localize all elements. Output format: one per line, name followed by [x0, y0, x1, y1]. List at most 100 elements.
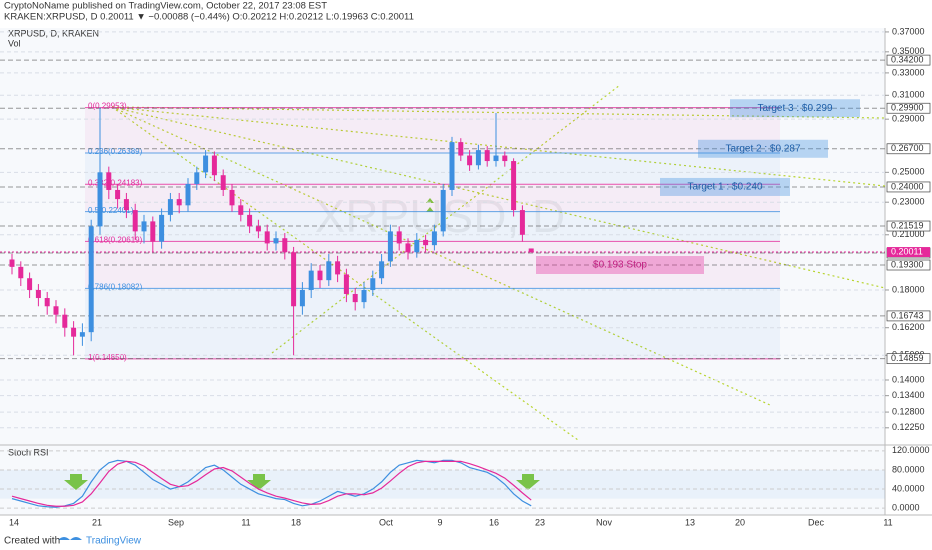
fib-zone [85, 107, 780, 153]
price-tag [886, 310, 931, 322]
target-label: $0.193 Stop [593, 260, 647, 271]
trend-line [271, 84, 621, 354]
candle-body [9, 259, 15, 267]
brand-logo [58, 537, 82, 540]
candle-body [79, 332, 85, 337]
candle-body [493, 155, 499, 162]
candle-body [27, 278, 33, 290]
x-tick-label: 23 [535, 517, 545, 527]
candle-body [308, 270, 314, 290]
candle-body [35, 289, 41, 299]
fib-label: 0(0.29953) [88, 102, 127, 111]
candle-body [44, 298, 50, 307]
y-tick-label: 40.0000 [892, 483, 925, 493]
x-tick-label: Sep [168, 517, 184, 527]
candle-body [467, 155, 473, 166]
price-tag [886, 102, 931, 114]
candle-body [18, 266, 24, 279]
fib-label: 0.236(0.26389) [88, 147, 143, 156]
price-tag-label: 0.21519 [891, 220, 924, 230]
price-tag [886, 181, 931, 193]
y-tick-label: 0.35000 [892, 46, 925, 56]
y-tick-label: 0.18000 [892, 284, 925, 294]
fib-label: 1(0.14850) [88, 353, 127, 362]
candle-body [123, 199, 129, 211]
x-tick-label: Nov [596, 517, 613, 527]
y-tick-label: 0.25000 [892, 167, 925, 177]
candle-body [502, 155, 508, 162]
candle-body [167, 199, 173, 215]
candle-body [317, 270, 323, 281]
candle-body [220, 175, 226, 190]
candle-body [132, 210, 138, 232]
fib-zone [85, 152, 780, 185]
candle-body [150, 221, 156, 242]
brand: TradingView [86, 536, 142, 547]
candle-body [335, 261, 341, 275]
y-tick-label: 0.23000 [892, 197, 925, 207]
candle-body [370, 278, 376, 290]
price-tag-label: 0.26700 [891, 143, 924, 153]
trend-line [111, 106, 886, 289]
volume-label: Vol [8, 38, 21, 48]
price-tag-label: 0.14859 [891, 353, 924, 363]
candle-body [247, 214, 253, 227]
candle-body [379, 261, 385, 279]
arrow [247, 474, 271, 490]
trend-line [111, 106, 579, 441]
y-tick-label: 0.33000 [892, 67, 925, 77]
candle-body [176, 199, 182, 206]
x-tick-label: 11 [883, 517, 892, 527]
arrows [64, 198, 540, 490]
candle-body [88, 226, 94, 333]
candle-body [115, 189, 121, 200]
candle-body [387, 231, 393, 262]
candle-body [299, 289, 305, 307]
candle-body [255, 226, 261, 232]
candle-body [343, 274, 349, 294]
y-tick-label: 0.29000 [892, 114, 925, 124]
quote: KRAKEN:XRPUSD, D 0.20011 ▼ −0.00088 (−0.… [4, 12, 414, 23]
target-box [730, 99, 860, 118]
stoch-line [11, 459, 532, 508]
y-tick-label: 0.0000 [892, 503, 920, 513]
candle-body [141, 221, 147, 232]
fib-label: 0.786(0.18082) [88, 282, 143, 291]
candle-body [396, 231, 402, 244]
candle-body [431, 231, 437, 246]
y-tick-label: 80.0000 [892, 464, 925, 474]
y-tick-label: 0.12250 [892, 422, 925, 432]
target-box [660, 177, 790, 196]
price-tag-label: 0.19300 [891, 259, 924, 269]
current-price-tag [887, 247, 930, 258]
candle-body [458, 142, 464, 156]
stoch-line [11, 460, 532, 507]
candle-body [106, 172, 112, 190]
current-price-label: 0.20011 [891, 246, 923, 256]
y-tick-label: 0.13400 [892, 390, 925, 400]
y-tick-label: 0.37000 [892, 26, 925, 36]
fib-zone [85, 288, 780, 359]
x-tick-label: 18 [291, 517, 301, 527]
target-label: Target 2 : $0.287 [725, 143, 800, 154]
price-tag [886, 54, 931, 66]
candle-body [291, 252, 297, 307]
fib-label: 0.382(0.24183) [88, 178, 143, 187]
price-tag-label: 0.16743 [891, 310, 924, 320]
x-tick-label: 11 [241, 517, 250, 527]
y-tick-label: 120.0000 [892, 445, 930, 455]
fib-zone [85, 184, 780, 212]
chart-title: XRPUSD, D, KRAKEN [8, 28, 99, 38]
price-tag [886, 259, 931, 271]
candle-body [264, 231, 270, 244]
y-tick-label: 0.12800 [892, 406, 925, 416]
candle-body [440, 189, 446, 232]
arrow [64, 474, 88, 490]
candle-body [511, 161, 517, 211]
candle-body [97, 172, 103, 227]
price-tag [886, 143, 931, 155]
price-tag-label: 0.34200 [891, 54, 924, 64]
candle-body [449, 142, 455, 190]
